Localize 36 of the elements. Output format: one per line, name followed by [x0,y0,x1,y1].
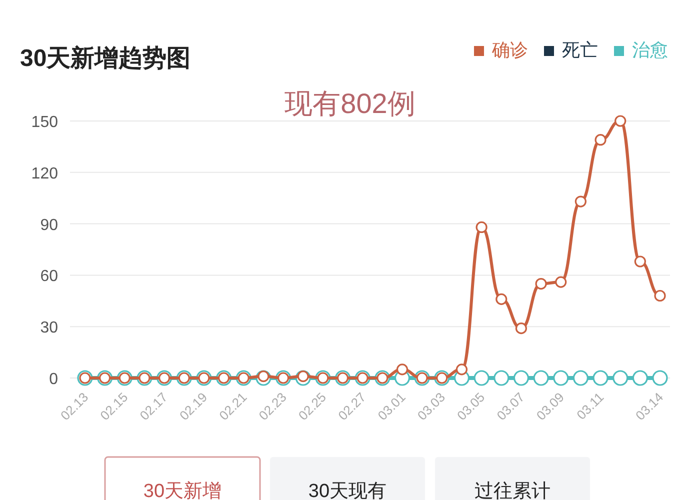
chart-subtitle: 现有802例 [284,88,416,119]
chart-title: 30天新增趋势图 [20,45,191,72]
point [553,370,569,386]
point [496,293,508,305]
point [533,370,549,386]
point [612,370,628,386]
point [474,370,490,386]
point [574,196,586,208]
point [513,370,530,386]
y-tick-label: 120 [31,165,58,182]
text: 30天现有 [308,481,387,500]
point [594,134,606,146]
y-tick-label: 150 [31,114,58,131]
point [652,370,668,386]
y-tick-label: 90 [40,216,58,234]
point [654,290,666,302]
point [592,370,608,386]
text: 30天新增 [143,480,222,500]
legend-label: 死亡 [562,40,598,60]
y-tick-label: 0 [49,371,58,388]
text: 过往累计 [474,481,550,500]
point [555,276,567,288]
point [515,322,528,334]
point [614,115,626,127]
point [572,370,588,386]
y-tick-label: 30 [40,320,58,337]
legend-label: 治愈 [632,40,668,60]
point [632,370,648,386]
point [535,278,547,290]
point [494,370,510,386]
point [396,364,408,376]
point [634,256,646,268]
y-tick-label: 60 [40,268,58,286]
legend-label: 确诊 [491,40,528,60]
point [476,221,488,234]
point [456,364,468,376]
